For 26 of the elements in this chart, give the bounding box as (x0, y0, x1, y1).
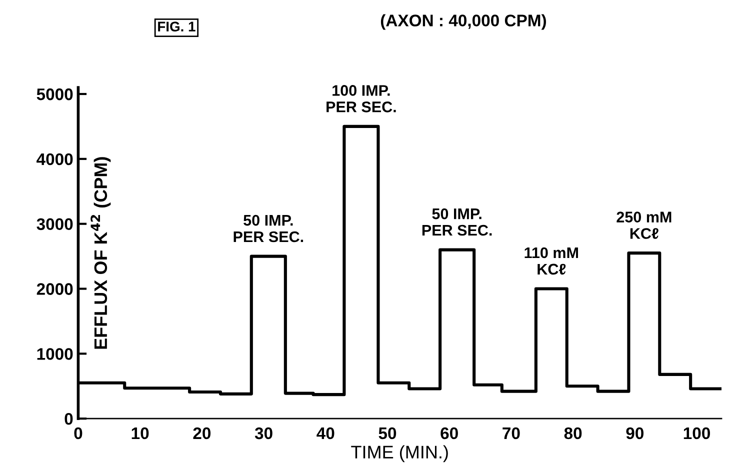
annotation: 250 mM KCℓ (616, 212, 672, 239)
caption: FIG. 1 (158, 22, 196, 32)
x-tick-label: 90 (626, 427, 644, 440)
y-tick-label: 3000 (36, 218, 73, 230)
annotation: 50 IMP. PER SEC. (422, 208, 492, 236)
x-tick-label: 100 (684, 427, 710, 440)
annotation: 110 mM KCℓ (524, 247, 578, 275)
x-tick-label: 10 (132, 427, 149, 440)
y-tick-label: 4000 (36, 153, 73, 166)
x-tick-label: 50 (378, 427, 396, 440)
annotation: 100 IMP. PER SEC. (326, 85, 396, 112)
x-tick-label: 80 (564, 427, 582, 440)
x-tick-label: 20 (193, 427, 211, 440)
x-tick-label: 40 (316, 427, 334, 440)
annotation: 50 IMP. PER SEC. (234, 214, 304, 242)
y-tick-label: 0 (64, 413, 73, 425)
y-axis-title: EFFLUX OF K$^{42}$ (CPM) (90, 157, 111, 349)
x-tick-label: 60 (440, 427, 458, 440)
text: (AXON : 40,000 CPM) (380, 14, 546, 30)
x-tick-label: 0 (74, 427, 82, 440)
x-axis-title: TIME (MIN.) (351, 445, 448, 462)
x-tick-label: 70 (502, 427, 520, 440)
y-tick-label: 5000 (36, 88, 73, 100)
x-tick-label: 30 (254, 427, 272, 440)
y-tick-label: 2000 (36, 283, 73, 295)
y-tick-label: 1000 (37, 348, 73, 360)
